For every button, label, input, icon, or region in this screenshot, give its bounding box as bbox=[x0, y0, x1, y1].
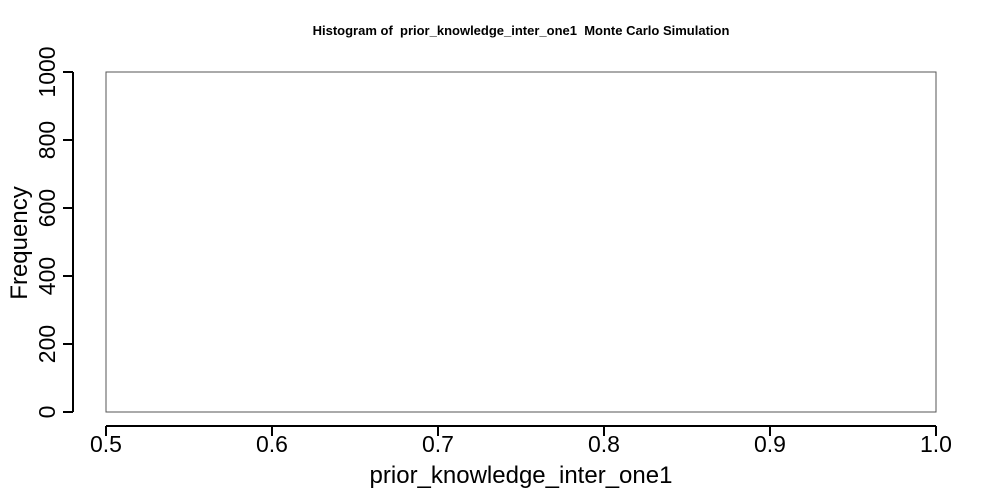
x-axis: 0.5 0.6 0.7 0.8 0.9 1.0 bbox=[90, 425, 952, 457]
y-tick-label: 400 bbox=[34, 257, 60, 295]
x-axis-label: prior_knowledge_inter_one1 bbox=[370, 462, 673, 489]
histogram-bar bbox=[105, 71, 937, 413]
y-tick-label: 200 bbox=[34, 325, 60, 363]
x-tick-label: 0.7 bbox=[422, 431, 454, 457]
y-tick-label: 800 bbox=[34, 121, 60, 159]
x-tick-label: 1.0 bbox=[920, 431, 952, 457]
bars-layer bbox=[105, 71, 937, 413]
y-tick-label: 600 bbox=[34, 189, 60, 227]
x-tick-label: 0.8 bbox=[588, 431, 620, 457]
y-tick-label: 0 bbox=[34, 406, 60, 419]
chart-title: Histogram of prior_knowledge_inter_one1 … bbox=[313, 23, 730, 38]
x-tick-label: 0.6 bbox=[256, 431, 288, 457]
x-tick-label: 0.9 bbox=[754, 431, 786, 457]
x-tick-label: 0.5 bbox=[90, 431, 122, 457]
y-axis-label: Frequency bbox=[6, 186, 33, 299]
y-tick-label: 1000 bbox=[34, 46, 60, 97]
y-axis: 0 200 400 600 800 1000 bbox=[34, 46, 74, 419]
